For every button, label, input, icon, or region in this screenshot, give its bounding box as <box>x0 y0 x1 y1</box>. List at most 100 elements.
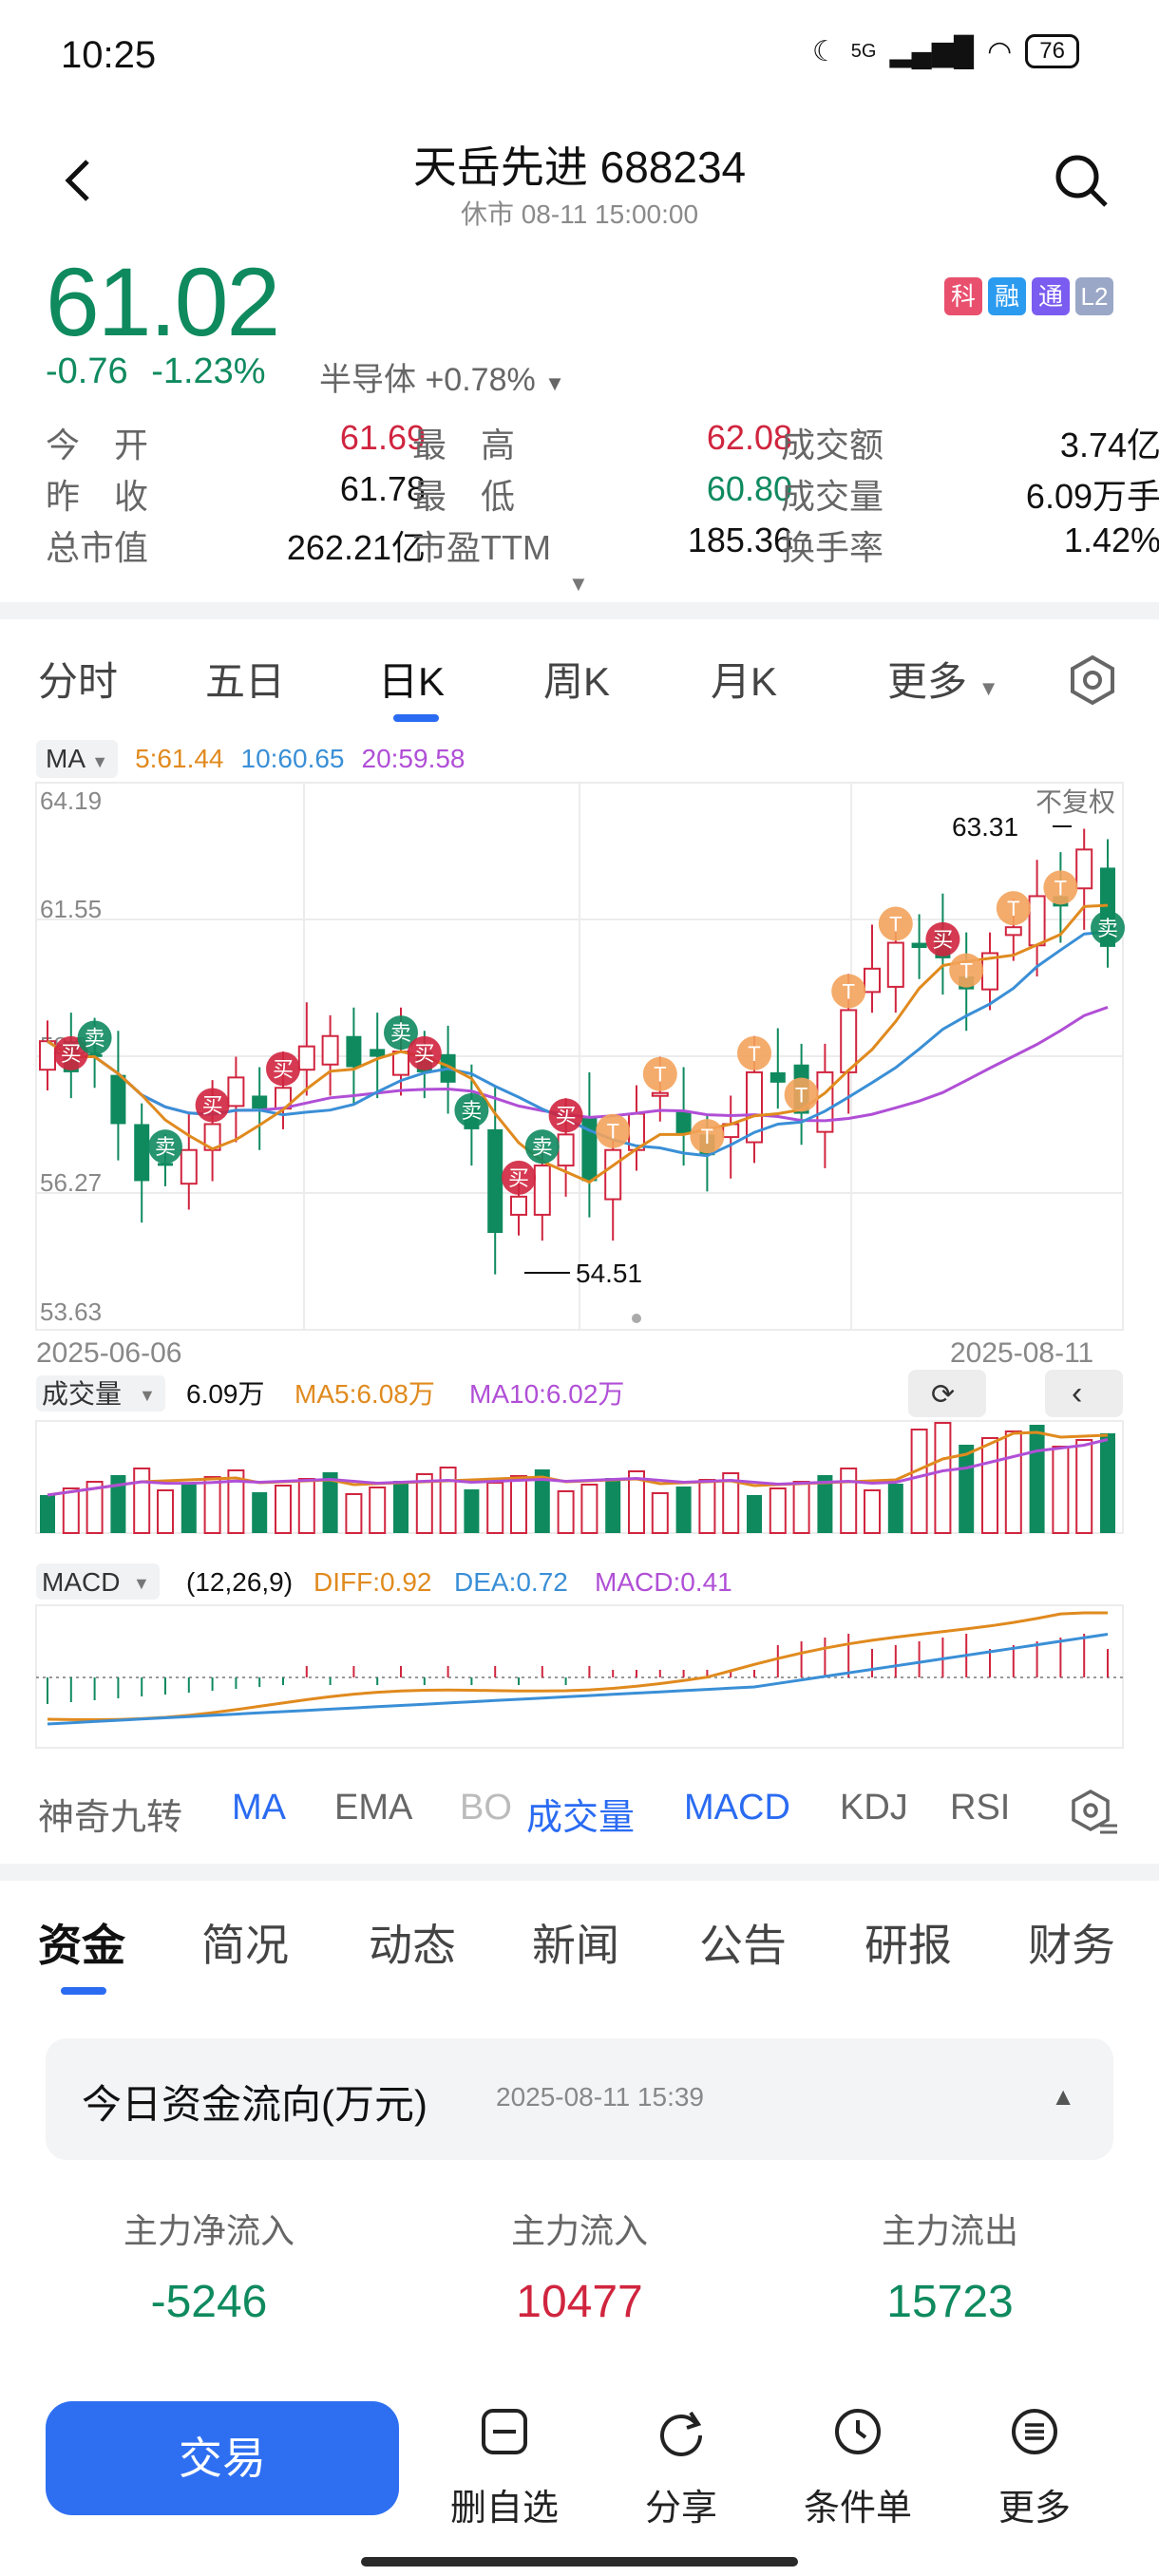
stat-row: 今 开 61.69 最 高 62.08 成交额 3.74亿 <box>46 418 1159 469</box>
chevron-left-icon: ‹ <box>1072 1375 1082 1411</box>
macd-diff: DIFF:0.92 <box>314 1567 431 1597</box>
macd-dea: DEA:0.72 <box>454 1567 568 1597</box>
indicator-tab-ema[interactable]: EMA <box>334 1788 413 1828</box>
wifi-icon: ◠ <box>987 35 1013 67</box>
net-inflow: 主力净流入 -5246 <box>57 2204 361 2328</box>
tab-weekly-k[interactable]: 周K <box>543 659 611 704</box>
tab-news[interactable]: 新闻 <box>532 1921 619 1970</box>
ma20-value: 20:59.58 <box>361 744 466 773</box>
badge-margin[interactable]: 融 <box>988 277 1026 315</box>
badge-connect[interactable]: 通 <box>1032 277 1070 315</box>
tab-daily-k[interactable]: 日K <box>378 659 446 704</box>
volume-bar <box>628 1470 645 1534</box>
candle-body <box>840 1009 858 1073</box>
volume-bar <box>322 1472 338 1533</box>
adjust-label[interactable]: 不复权 <box>1036 787 1115 817</box>
volume-bar <box>864 1489 881 1534</box>
stat-label: 市盈TTM <box>412 528 551 567</box>
tab-activity[interactable]: 动态 <box>369 1921 456 1970</box>
svg-text:卖: 卖 <box>1097 917 1118 940</box>
indicator-tab-boll[interactable]: BO <box>460 1788 512 1828</box>
share-button[interactable]: 分享 <box>610 2403 752 2530</box>
volume-bar <box>1100 1433 1115 1533</box>
tab-monthly-k[interactable]: 月K <box>711 659 778 704</box>
stat-value: 61.78 <box>339 469 426 508</box>
volume-bar <box>510 1475 527 1534</box>
indicator-tab-macd[interactable]: MACD <box>684 1788 790 1828</box>
indicator-tab-rsi[interactable]: RSI <box>950 1788 1011 1828</box>
tab-more[interactable]: 更多 ▼ <box>887 650 998 708</box>
section-divider <box>0 1864 1159 1881</box>
trade-button[interactable]: 交易 <box>46 2401 399 2515</box>
kline-chart[interactable]: 64.19 61.55 58.91 56.27 53.63 不复权 买卖卖买买卖… <box>0 779 1159 1786</box>
svg-text:卖: 卖 <box>532 1135 553 1159</box>
volume-bar <box>1029 1425 1045 1533</box>
bottom-action-bar: 交易 删自选 分享 条件单 更多 <box>0 2386 1159 2576</box>
badge-kechuang[interactable]: 科 <box>944 277 982 315</box>
fund-flow-stats: 主力净流入 -5246 主力流入 10477 主力流出 15723 <box>0 2204 1159 2327</box>
moon-icon: ☾ <box>811 35 838 67</box>
remove-watchlist-button[interactable]: 删自选 <box>433 2403 576 2530</box>
change-value: -0.76 <box>46 351 128 391</box>
collapse-caret-icon[interactable]: ▲ <box>1051 2082 1075 2111</box>
section-divider <box>0 602 1159 619</box>
fund-flow-time: 2025-08-11 15:39 <box>496 2082 704 2112</box>
indicator-tab-td9[interactable]: 神奇九转 <box>38 1798 183 1838</box>
tab-intraday[interactable]: 分时 <box>38 659 119 704</box>
remove-watchlist-icon <box>482 2409 527 2454</box>
volume-label: 成交量 <box>42 1379 122 1409</box>
tab-profile[interactable]: 简况 <box>201 1921 289 1970</box>
chart-settings-button[interactable] <box>1064 652 1121 709</box>
tab-financials[interactable]: 财务 <box>1028 1921 1115 1970</box>
stat-value: 6.09万手 <box>1025 477 1159 516</box>
badge-level2[interactable]: L2 <box>1075 277 1113 315</box>
volume-bar <box>486 1482 504 1534</box>
sector-link[interactable]: 半导体 +0.78% ▼ <box>319 353 565 400</box>
volume-bar <box>651 1492 669 1534</box>
indicator-settings-button[interactable] <box>1068 1788 1119 1848</box>
candle-body <box>227 1076 245 1108</box>
candle-body <box>557 1133 575 1167</box>
ma-selector[interactable]: MA ▼ <box>36 740 119 778</box>
candle-body <box>321 1034 339 1066</box>
rotate-chart-button[interactable] <box>908 1370 986 1417</box>
nav-header: 天岳先进 688234 休市 08-11 15:00:00 <box>0 114 1159 237</box>
volume-bar <box>747 1495 762 1533</box>
stat-label: 最 低 <box>412 477 516 516</box>
stat-value: 1.42% <box>1063 521 1159 559</box>
t-marker: T <box>878 906 913 941</box>
indicator-tab-ma[interactable]: MA <box>232 1788 286 1828</box>
tab-funds[interactable]: 资金 <box>38 1921 125 1970</box>
candle-body <box>886 941 904 988</box>
stat-value: 62.08 <box>706 418 792 457</box>
volume-bar <box>792 1481 810 1534</box>
fund-flow-card[interactable]: 今日资金流向(万元) 2025-08-11 15:39 ▲ <box>46 2038 1113 2160</box>
tab-research[interactable]: 研报 <box>864 1921 952 1970</box>
quote-panel: 61.02 -0.76 -1.23% 半导体 +0.78% ▼ 科 融 通 L2… <box>0 247 1159 598</box>
indicator-tab-volume[interactable]: 成交量 <box>526 1798 636 1838</box>
search-button[interactable] <box>1051 150 1112 211</box>
svg-text:T: T <box>960 959 972 983</box>
y-tick: 53.63 <box>40 1297 102 1326</box>
condition-order-button[interactable]: 条件单 <box>787 2403 929 2530</box>
macd-selector-bg[interactable] <box>36 1563 160 1600</box>
volume-bar <box>981 1437 998 1534</box>
candle-body <box>252 1095 268 1109</box>
volume-ma5: MA5:6.08万 <box>294 1379 435 1409</box>
svg-text:买: 买 <box>556 1104 577 1127</box>
search-icon <box>1055 155 1108 207</box>
price-change: -0.76 -1.23% <box>46 351 266 392</box>
volume-selector-bg[interactable] <box>36 1375 165 1411</box>
net-inflow-value: -5246 <box>150 2277 268 2327</box>
high-label: 63.31 <box>952 812 1018 842</box>
more-button[interactable]: 更多 <box>963 2403 1106 2530</box>
collapse-panel-button[interactable] <box>1045 1370 1123 1417</box>
macd-label: MACD <box>42 1567 120 1597</box>
tab-announcements[interactable]: 公告 <box>699 1921 787 1970</box>
back-button[interactable] <box>51 152 108 209</box>
indicator-tab-kdj[interactable]: KDJ <box>840 1788 908 1828</box>
stat-label: 总市值 <box>46 528 149 567</box>
tab-five-day[interactable]: 五日 <box>205 659 286 704</box>
expand-stats-button[interactable]: ▼ <box>568 572 589 596</box>
svg-text:买: 买 <box>61 1042 82 1066</box>
